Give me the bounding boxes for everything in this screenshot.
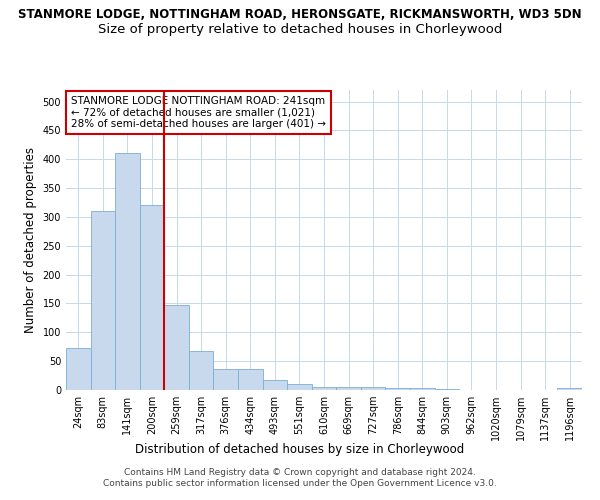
- Text: STANMORE LODGE NOTTINGHAM ROAD: 241sqm
← 72% of detached houses are smaller (1,0: STANMORE LODGE NOTTINGHAM ROAD: 241sqm ←…: [71, 96, 326, 129]
- Y-axis label: Number of detached properties: Number of detached properties: [24, 147, 37, 333]
- Bar: [66, 348, 91, 390]
- Bar: [164, 304, 189, 390]
- Bar: [238, 369, 263, 390]
- Bar: [410, 388, 434, 390]
- Bar: [385, 388, 410, 390]
- Text: Distribution of detached houses by size in Chorleywood: Distribution of detached houses by size …: [136, 442, 464, 456]
- Bar: [91, 211, 115, 390]
- Bar: [287, 384, 312, 390]
- Text: STANMORE LODGE, NOTTINGHAM ROAD, HERONSGATE, RICKMANSWORTH, WD3 5DN: STANMORE LODGE, NOTTINGHAM ROAD, HERONSG…: [18, 8, 582, 20]
- Bar: [361, 387, 385, 390]
- Text: Contains HM Land Registry data © Crown copyright and database right 2024.
Contai: Contains HM Land Registry data © Crown c…: [103, 468, 497, 487]
- Bar: [115, 154, 140, 390]
- Bar: [336, 387, 361, 390]
- Bar: [434, 389, 459, 390]
- Text: Size of property relative to detached houses in Chorleywood: Size of property relative to detached ho…: [98, 22, 502, 36]
- Bar: [312, 387, 336, 390]
- Bar: [263, 380, 287, 390]
- Bar: [557, 388, 582, 390]
- Bar: [189, 351, 214, 390]
- Bar: [140, 206, 164, 390]
- Bar: [214, 369, 238, 390]
